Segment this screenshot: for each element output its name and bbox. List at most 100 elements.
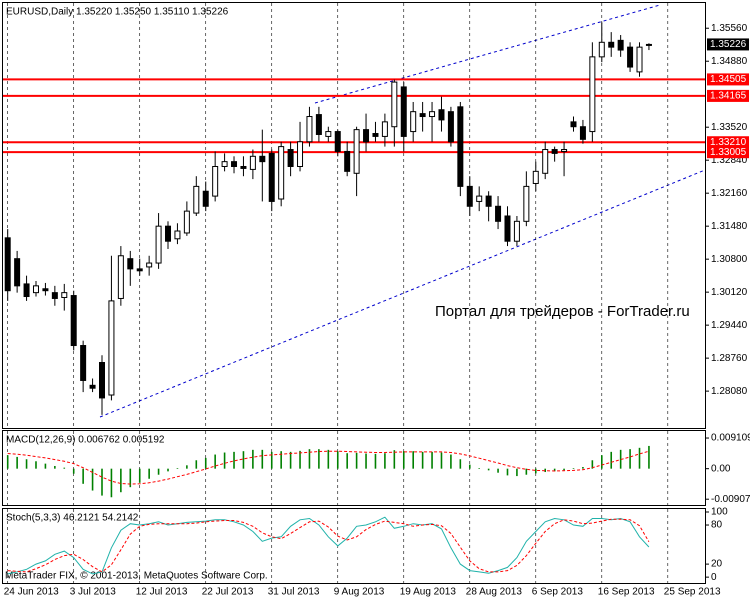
candle-body (485, 195, 492, 207)
candle-body (183, 210, 190, 234)
candle-body (155, 225, 162, 264)
candle-body (174, 230, 181, 240)
y-tick-label: 0.009109 (711, 433, 750, 444)
candle-body (570, 121, 577, 128)
candle-body (561, 149, 568, 152)
y-tick-label: 1.28080 (711, 386, 748, 397)
candle-body (42, 288, 49, 292)
candle-body (231, 161, 238, 167)
candle-body (268, 152, 275, 202)
candle-body (410, 111, 417, 133)
y-tick-label: 1.33520 (711, 122, 748, 133)
y-tick-label: 1.30120 (711, 287, 748, 298)
candle-body (372, 133, 379, 137)
main-panel (2, 2, 706, 429)
candle-body (466, 185, 473, 207)
candle-body (504, 215, 511, 242)
candle-body (645, 43, 652, 46)
candle-body (99, 362, 105, 399)
candle-body (381, 121, 388, 137)
candle-body (495, 205, 502, 222)
candle-body (249, 155, 256, 170)
candle-body (315, 114, 322, 135)
candle-body (344, 150, 351, 172)
y-tick-label: 1.29440 (711, 320, 748, 331)
watermark: Портал для трейдеров - ForTrader.ru (435, 303, 690, 320)
candle-body (636, 46, 643, 73)
candle-body (212, 165, 219, 197)
y-tick-label: 0.00 (711, 463, 731, 474)
x-tick-label: 9 Aug 2013 (334, 587, 385, 598)
candle-body (51, 292, 58, 299)
y-tick-label: 1.32840 (711, 155, 748, 166)
y-tick-label: 1.30800 (711, 254, 748, 265)
level-label: 1.34165 (710, 91, 747, 102)
candle-body (447, 111, 454, 143)
panel-title: EURUSD,Daily 1.35220 1.35250 1.35110 1.3… (6, 7, 229, 18)
candle-body (240, 165, 247, 169)
x-tick-label: 6 Sep 2013 (532, 587, 584, 598)
macd-panel (2, 430, 706, 506)
x-tick-label: 19 Aug 2013 (400, 587, 457, 598)
y-tick-label: 100 (711, 507, 728, 518)
y-tick-label: 1.31480 (711, 221, 748, 232)
x-tick-label: 22 Jul 2013 (202, 587, 254, 598)
candle-body (70, 295, 77, 347)
candle-body (165, 225, 172, 242)
level-label: 1.33210 (710, 137, 747, 148)
stoch-main (7, 516, 650, 575)
candle-body (429, 111, 436, 118)
candle-body (127, 258, 134, 270)
candle-body (400, 86, 407, 137)
candle-body (617, 39, 624, 51)
y-tick-label: -0.009076 (711, 494, 750, 505)
candle-body (14, 258, 21, 287)
candle-body (476, 195, 483, 202)
candle-body (278, 146, 285, 200)
y-tick-label: 1.32160 (711, 188, 748, 199)
candle-body (146, 262, 153, 268)
panel-title: Stoch(5,3,3) 46.2121 54.2142 (6, 513, 139, 524)
stoch-signal (7, 518, 650, 573)
candle-body (598, 41, 605, 58)
candle-body (287, 149, 294, 167)
copyright: MetaTrader FIX, © 2001-2013, MetaQuotes … (5, 571, 268, 582)
candle-body (608, 41, 615, 48)
x-tick-label: 3 Jul 2013 (70, 587, 117, 598)
stoch-panel (2, 508, 706, 584)
candle-body (551, 149, 558, 154)
y-tick-label: 1.28760 (711, 353, 748, 364)
candle-body (438, 109, 445, 121)
candle-body (89, 384, 96, 389)
level-label-box (707, 136, 749, 149)
candle-body (627, 46, 634, 68)
candle-body (532, 170, 539, 184)
candle-body (117, 255, 124, 299)
candle-body (306, 116, 313, 143)
candle-body (23, 283, 30, 298)
candle-body (297, 141, 304, 167)
level-label-box (707, 89, 749, 102)
candle-body (325, 131, 332, 137)
level-label-box (707, 73, 749, 86)
candle-body (80, 345, 87, 381)
price-label-box (707, 38, 749, 51)
candle-body (523, 185, 530, 222)
x-tick-label: 28 Aug 2013 (466, 587, 523, 598)
y-tick-label: 20 (711, 559, 723, 570)
y-tick-label: 1.34880 (711, 56, 748, 67)
candle-body (259, 155, 266, 163)
candle-body (334, 131, 341, 152)
candle-body (419, 113, 426, 118)
x-tick-label: 12 Jul 2013 (136, 587, 188, 598)
candle-body (4, 237, 11, 292)
candle-body (108, 300, 115, 396)
candle-body (513, 220, 520, 242)
x-tick-label: 25 Sep 2013 (664, 587, 721, 598)
candle-body (353, 129, 360, 174)
level-label: 1.34505 (710, 74, 747, 85)
candle-body (32, 285, 39, 294)
x-tick-label: 24 Jun 2013 (4, 587, 59, 598)
